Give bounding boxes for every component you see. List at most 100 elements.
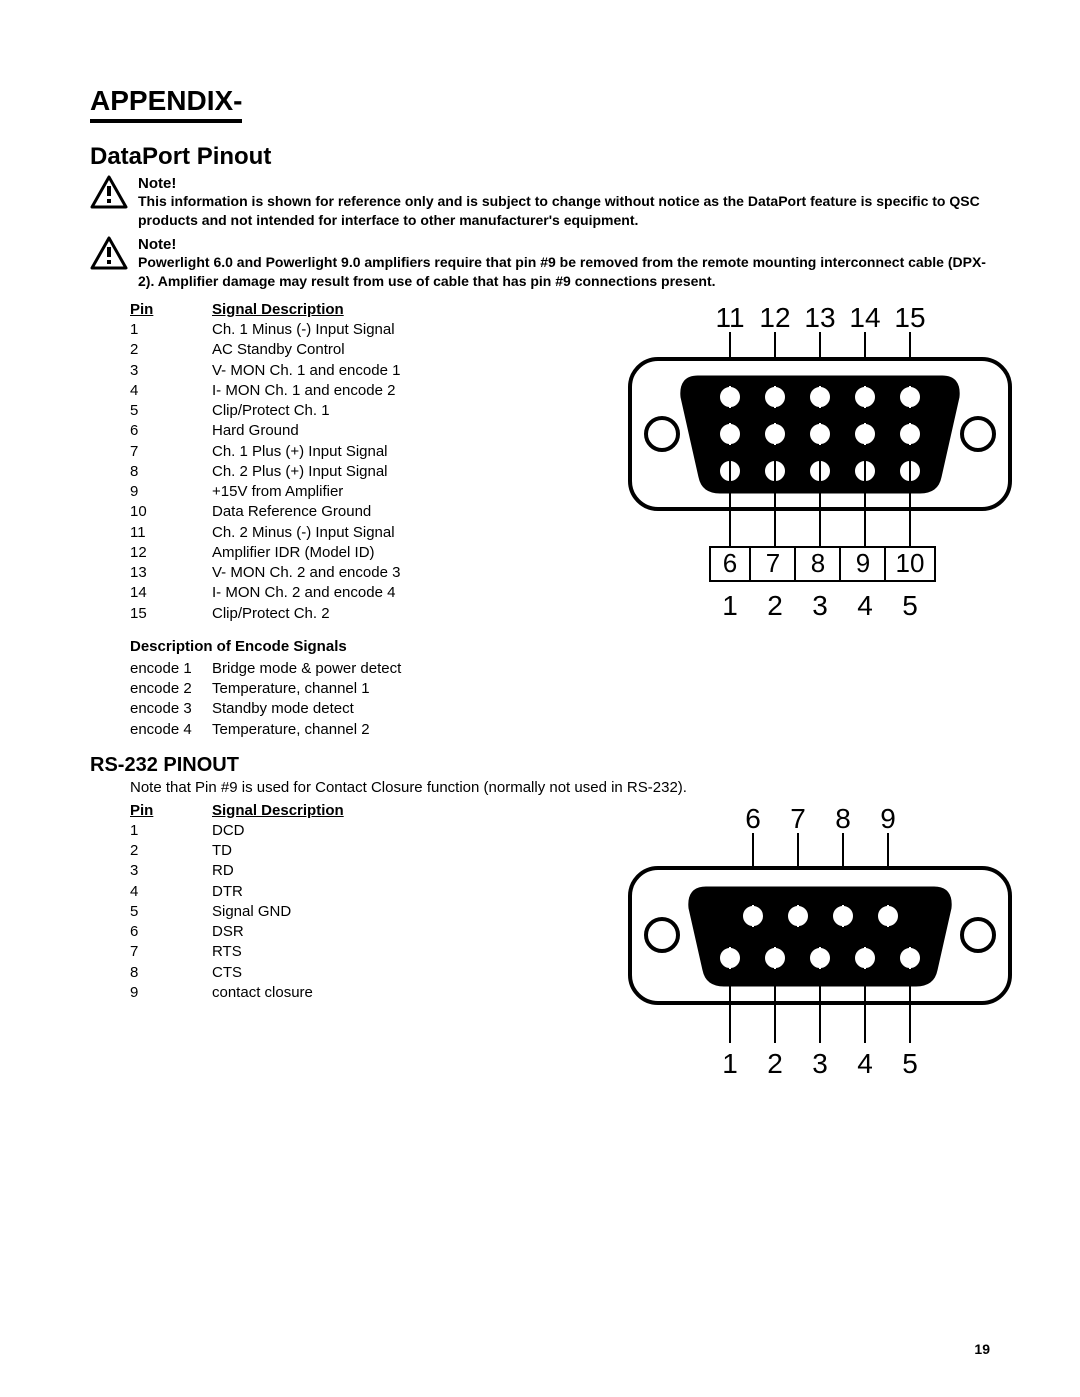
dataport-heading: DataPort Pinout [90, 143, 990, 171]
table-row: encode 2Temperature, channel 1 [130, 679, 413, 699]
pin-cell: 1 [130, 320, 212, 340]
pin-cell: 8 [130, 462, 212, 482]
table-row: 7Ch. 1 Plus (+) Input Signal [130, 442, 412, 462]
warning-icon [90, 175, 128, 209]
table-row: 8CTS [130, 963, 356, 983]
pin-cell: 5 [130, 902, 212, 922]
col-header-pin: Pin [130, 301, 212, 320]
desc-cell: Temperature, channel 1 [212, 679, 413, 699]
dataport-diagram-col: 11 12 13 14 15 [610, 297, 1030, 627]
pin-label: 8 [835, 803, 851, 834]
pin-cell: 9 [130, 482, 212, 502]
rs232-columns: Pin Signal Description 1DCD2TD3RD4DTR5Si… [130, 798, 990, 1098]
rs232-note: Note that Pin #9 is used for Contact Clo… [130, 779, 990, 796]
page-number: 19 [974, 1341, 990, 1357]
desc-cell: +15V from Amplifier [212, 482, 412, 502]
desc-cell: TD [212, 841, 356, 861]
table-row: 9+15V from Amplifier [130, 482, 412, 502]
db15-connector-diagram: 11 12 13 14 15 [610, 297, 1030, 627]
note-text: Note! This information is shown for refe… [138, 175, 990, 230]
desc-cell: DSR [212, 922, 356, 942]
table-row: encode 1Bridge mode & power detect [130, 659, 413, 679]
desc-cell: contact closure [212, 983, 356, 1003]
pin-label: 3 [812, 1048, 828, 1079]
pin-label: 5 [902, 590, 918, 621]
note-block-2: Note! Powerlight 6.0 and Powerlight 9.0 … [90, 236, 990, 291]
pin-label: 15 [894, 302, 925, 333]
desc-cell: V- MON Ch. 1 and encode 1 [212, 361, 412, 381]
desc-cell: Temperature, channel 2 [212, 720, 413, 740]
rs232-heading: RS-232 PINOUT [90, 754, 990, 777]
pin-label: 8 [811, 548, 825, 578]
desc-cell: I- MON Ch. 2 and encode 4 [212, 583, 412, 603]
pin-cell: encode 4 [130, 720, 212, 740]
dataport-pin-table: Pin Signal Description 1Ch. 1 Minus (-) … [130, 301, 412, 624]
pin-cell: 2 [130, 841, 212, 861]
rs232-pin-table: Pin Signal Description 1DCD2TD3RD4DTR5Si… [130, 802, 356, 1003]
table-row: 1DCD [130, 821, 356, 841]
pin-label: 9 [856, 548, 870, 578]
col-header-desc: Signal Description [212, 802, 356, 821]
dataport-table-col: Pin Signal Description 1Ch. 1 Minus (-) … [90, 297, 570, 740]
pin-cell: 3 [130, 361, 212, 381]
desc-cell: Hard Ground [212, 421, 412, 441]
pin-cell: 14 [130, 583, 212, 603]
rs232-diagram-col: 6 7 8 9 [610, 798, 1030, 1098]
table-row: 9contact closure [130, 983, 356, 1003]
note-block-1: Note! This information is shown for refe… [90, 175, 990, 230]
desc-cell: RTS [212, 942, 356, 962]
pin-cell: 1 [130, 821, 212, 841]
desc-cell: Ch. 1 Minus (-) Input Signal [212, 320, 412, 340]
table-row: 11Ch. 2 Minus (-) Input Signal [130, 523, 412, 543]
encode-title: Description of Encode Signals [130, 638, 570, 655]
pin-label: 2 [767, 1048, 783, 1079]
desc-cell: DCD [212, 821, 356, 841]
pin-cell: 11 [130, 523, 212, 543]
pin-cell: 2 [130, 340, 212, 360]
desc-cell: Standby mode detect [212, 699, 413, 719]
pin-cell: encode 2 [130, 679, 212, 699]
desc-cell: RD [212, 861, 356, 881]
table-row: 5Clip/Protect Ch. 1 [130, 401, 412, 421]
table-row: encode 3Standby mode detect [130, 699, 413, 719]
table-row: 15Clip/Protect Ch. 2 [130, 604, 412, 624]
pin-label: 7 [766, 548, 780, 578]
pin-cell: 9 [130, 983, 212, 1003]
pin-label: 1 [722, 1048, 738, 1079]
pin-cell: 8 [130, 963, 212, 983]
table-row: encode 4Temperature, channel 2 [130, 720, 413, 740]
pin-cell: 7 [130, 942, 212, 962]
rs232-body: Note that Pin #9 is used for Contact Clo… [90, 779, 990, 1098]
pin-label: 6 [723, 548, 737, 578]
note-title: Note! [138, 175, 990, 192]
pin-cell: 3 [130, 861, 212, 881]
pin-cell: 12 [130, 543, 212, 563]
pin-label: 3 [812, 590, 828, 621]
pin-cell: encode 1 [130, 659, 212, 679]
desc-cell: Ch. 1 Plus (+) Input Signal [212, 442, 412, 462]
warning-icon [90, 236, 128, 270]
table-row: 4I- MON Ch. 1 and encode 2 [130, 381, 412, 401]
table-row: 12Amplifier IDR (Model ID) [130, 543, 412, 563]
col-header-desc: Signal Description [212, 301, 412, 320]
pin-cell: 6 [130, 922, 212, 942]
note-text: Note! Powerlight 6.0 and Powerlight 9.0 … [138, 236, 990, 291]
desc-cell: Data Reference Ground [212, 502, 412, 522]
db9-connector-diagram: 6 7 8 9 [610, 798, 1030, 1098]
note-body: This information is shown for reference … [138, 193, 980, 228]
pin-cell: encode 3 [130, 699, 212, 719]
pin-label: 13 [804, 302, 835, 333]
pin-label: 11 [715, 302, 744, 333]
table-row: 10Data Reference Ground [130, 502, 412, 522]
dataport-columns: Pin Signal Description 1Ch. 1 Minus (-) … [90, 297, 990, 740]
pin-label: 10 [896, 548, 925, 578]
note-body: Powerlight 6.0 and Powerlight 9.0 amplif… [138, 254, 986, 289]
table-row: 7RTS [130, 942, 356, 962]
table-row: 3RD [130, 861, 356, 881]
desc-cell: CTS [212, 963, 356, 983]
rs232-table-col: Pin Signal Description 1DCD2TD3RD4DTR5Si… [130, 798, 570, 1003]
col-header-pin: Pin [130, 802, 212, 821]
table-row: 2TD [130, 841, 356, 861]
pin-label: 6 [745, 803, 761, 834]
table-row: 1Ch. 1 Minus (-) Input Signal [130, 320, 412, 340]
